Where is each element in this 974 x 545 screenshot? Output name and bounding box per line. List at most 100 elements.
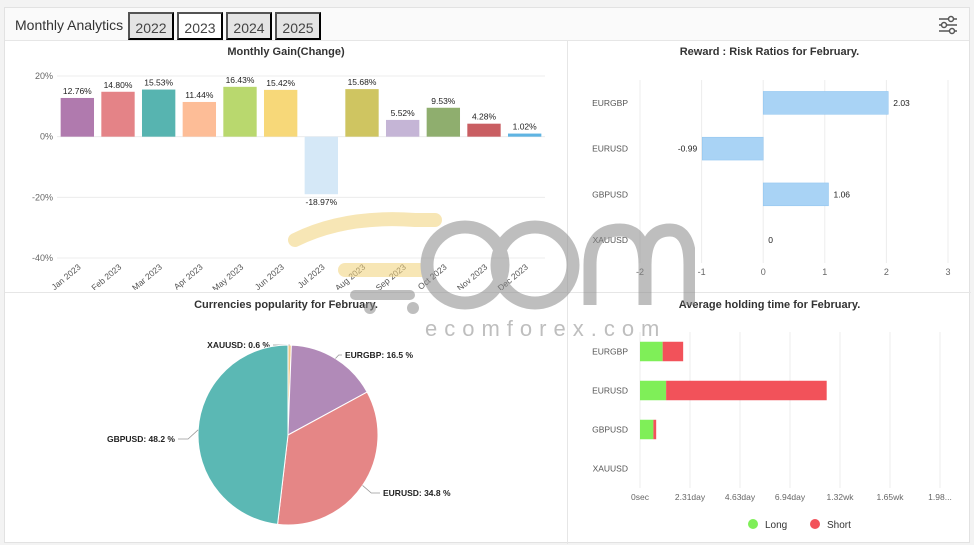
x-tick-label: Aug 2023	[333, 262, 368, 290]
bar	[662, 341, 684, 362]
data-label: 0	[768, 235, 773, 245]
bar	[653, 419, 657, 440]
x-tick-label: 1.32wk	[827, 492, 855, 502]
reward-risk-title: Reward : Risk Ratios for February.	[679, 46, 860, 58]
bar	[385, 119, 420, 137]
x-tick-label: 4.63day	[725, 492, 756, 502]
bar	[762, 182, 829, 207]
data-label: 15.53%	[144, 78, 173, 88]
y-tick-label: -20%	[32, 192, 53, 202]
y-tick-label: GBPUSD	[592, 189, 628, 199]
x-tick-label: Nov 2023	[455, 262, 490, 290]
x-tick-label: Apr 2023	[172, 262, 205, 290]
y-tick-label: 0%	[40, 132, 53, 142]
slice-label: GBPUSD: 48.2 %	[107, 434, 175, 444]
legend-label: Short	[827, 520, 851, 531]
x-tick-label: Feb 2023	[89, 262, 123, 290]
data-label: 16.43%	[226, 75, 255, 85]
bar	[426, 107, 461, 137]
data-label: 9.53%	[431, 96, 456, 106]
leader-line	[362, 485, 380, 494]
bar	[666, 380, 827, 401]
bar	[141, 89, 176, 137]
bar	[701, 136, 764, 161]
x-tick-label: -1	[698, 267, 706, 277]
tab-2025[interactable]: 2025	[275, 12, 321, 40]
bar	[345, 89, 379, 137]
x-tick-label: 0sec	[631, 492, 650, 502]
monthly-gain-title: Monthly Gain(Change)	[227, 46, 345, 58]
legend-marker	[748, 519, 758, 529]
y-tick-label: XAUUSD	[593, 464, 628, 474]
slice-label: XAUUSD: 0.6 %	[207, 340, 270, 350]
data-label: 2.03	[893, 98, 910, 108]
x-tick-label: 2	[884, 267, 889, 277]
data-label: 14.80%	[104, 80, 133, 90]
x-tick-label: 1.65wk	[877, 492, 905, 502]
leader-line	[335, 354, 342, 359]
x-tick-label: Dec 2023	[496, 262, 531, 290]
y-tick-label: EURUSD	[592, 144, 628, 154]
y-tick-label: 20%	[35, 71, 53, 81]
bar	[263, 89, 298, 137]
x-tick-label: 1.98...	[928, 492, 952, 502]
x-tick-label: May 2023	[210, 262, 245, 290]
x-tick-label: 0	[761, 267, 766, 277]
pie-slice	[197, 344, 289, 525]
x-tick-label: Jul 2023	[296, 262, 327, 290]
bar	[304, 136, 339, 195]
data-label: 11.44%	[185, 90, 214, 100]
y-tick-label: EURUSD	[592, 386, 628, 396]
tab-2024[interactable]: 2024	[226, 12, 272, 40]
x-tick-label: Jun 2023	[253, 262, 286, 290]
x-tick-label: 3	[945, 267, 950, 277]
holding-time-chart: 0sec 2.31day 4.63day 6.94day 1.32wk 1.65wk 1.9…	[592, 332, 952, 531]
sliders-icon[interactable]	[937, 15, 959, 35]
x-tick-label: Sep 2023	[374, 262, 409, 290]
bar	[507, 133, 542, 137]
year-tabs: 2022 2023 2024 2025	[128, 12, 324, 40]
bar	[640, 419, 654, 440]
x-tick-label: 6.94day	[775, 492, 806, 502]
monthly-gain-chart: 20% 0% -20% -40% 12.76% Jan 2023 14.80% Feb 202…	[32, 71, 545, 290]
analytics-widget: Monthly Analytics 2022 2023 2024 2025 Mo…	[4, 7, 971, 544]
data-label: -0.99	[678, 144, 698, 154]
data-label: 4.28%	[472, 112, 497, 122]
slice-label: EURUSD: 34.8 %	[383, 488, 451, 498]
bar	[762, 91, 889, 115]
holding-time-title: Average holding time for February.	[678, 299, 861, 311]
reward-risk-chart: -2 -1 0 1 2 3 EURGBP 2.03 EURUSD -0.99 GBPUSD 1.06 X…	[592, 80, 951, 277]
tab-2022[interactable]: 2022	[128, 12, 174, 40]
leader-line	[178, 429, 199, 440]
header-bar: Monthly Analytics 2022 2023 2024 2025	[5, 8, 969, 41]
bar	[223, 86, 257, 137]
panel-divider-horizontal	[5, 292, 971, 293]
data-label: 1.02%	[513, 122, 538, 132]
x-tick-label: 2.31day	[675, 492, 706, 502]
legend-marker	[810, 519, 820, 529]
pie-slice	[287, 344, 368, 436]
data-label: 15.42%	[266, 78, 295, 88]
data-label: 15.68%	[348, 77, 377, 87]
bar	[640, 341, 663, 362]
tab-2023[interactable]: 2023	[177, 12, 223, 40]
data-label: 12.76%	[63, 86, 92, 96]
bar	[101, 91, 135, 137]
x-tick-label: 1	[822, 267, 827, 277]
bar	[467, 123, 501, 137]
legend-label: Long	[765, 520, 787, 531]
currency-popularity-title: Currencies popularity for February.	[194, 299, 378, 311]
x-tick-label: Oct 2023	[416, 262, 449, 290]
y-tick-label: EURGBP	[592, 347, 628, 357]
pie-slice	[277, 391, 379, 526]
currency-popularity-chart: XAUUSD: 0.6 % EURGBP: 16.5 % EURUSD: 34.8 …	[107, 340, 451, 526]
y-tick-label: GBPUSD	[592, 425, 628, 435]
slice-label: EURGBP: 16.5 %	[345, 350, 413, 360]
data-label: -18.97%	[305, 197, 337, 207]
data-label: 5.52%	[391, 108, 416, 118]
x-tick-label: -2	[636, 267, 644, 277]
x-tick-label: Jan 2023	[49, 262, 82, 290]
y-tick-label: XAUUSD	[593, 235, 628, 245]
y-tick-label: EURGBP	[592, 98, 628, 108]
bar	[60, 97, 95, 137]
